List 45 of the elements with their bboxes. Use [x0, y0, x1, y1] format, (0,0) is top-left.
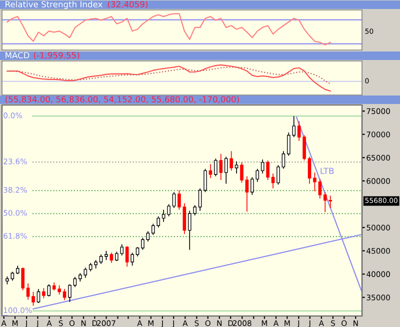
candlestick — [245, 176, 249, 212]
candlestick — [302, 134, 306, 161]
candlestick — [47, 284, 51, 297]
candlestick — [204, 168, 207, 193]
candlestick — [42, 288, 46, 299]
candlestick — [104, 250, 108, 261]
candlestick — [297, 120, 301, 142]
chart-subtitle: (32.4059) — [108, 0, 148, 8]
candlestick — [172, 192, 176, 208]
candlestick — [318, 178, 322, 200]
candlestick — [276, 164, 280, 186]
candlestick — [99, 254, 103, 264]
candlestick — [36, 288, 40, 304]
candlestick — [240, 162, 244, 184]
candlestick — [282, 150, 286, 170]
candlestick — [219, 153, 223, 180]
candlestick — [308, 156, 312, 184]
candlestick — [32, 291, 35, 306]
candlestick — [266, 160, 270, 180]
chart-subtitle: (55,834.00, 56,836.00, 54,152.00, 55,680.00, -170,000) — [6, 96, 239, 104]
chart-subtitle: (-1,959.55) — [34, 52, 80, 60]
candlestick — [178, 190, 181, 210]
candlestick — [162, 209, 166, 222]
candlestick — [224, 156, 228, 184]
candlestick — [214, 158, 218, 177]
chart-title: MACD — [6, 52, 30, 58]
candlestick — [130, 252, 134, 266]
chart-title: Relative Strength Index — [6, 0, 102, 10]
candlestick — [230, 150, 233, 172]
candlestick — [260, 159, 264, 174]
candlestick — [136, 246, 140, 257]
candlestick — [146, 230, 150, 242]
candlestick — [73, 276, 77, 288]
candlestick — [198, 188, 202, 212]
candlestick — [141, 237, 144, 250]
candlestick — [182, 202, 186, 234]
candlestick — [110, 252, 114, 264]
candlestick — [68, 284, 72, 302]
candlestick — [234, 160, 238, 174]
candlestick — [125, 246, 129, 268]
candlestick — [167, 204, 170, 217]
candlestick — [26, 282, 30, 300]
annotation: LTB — [320, 168, 334, 174]
candlestick — [313, 172, 316, 192]
candlestick — [21, 267, 24, 291]
